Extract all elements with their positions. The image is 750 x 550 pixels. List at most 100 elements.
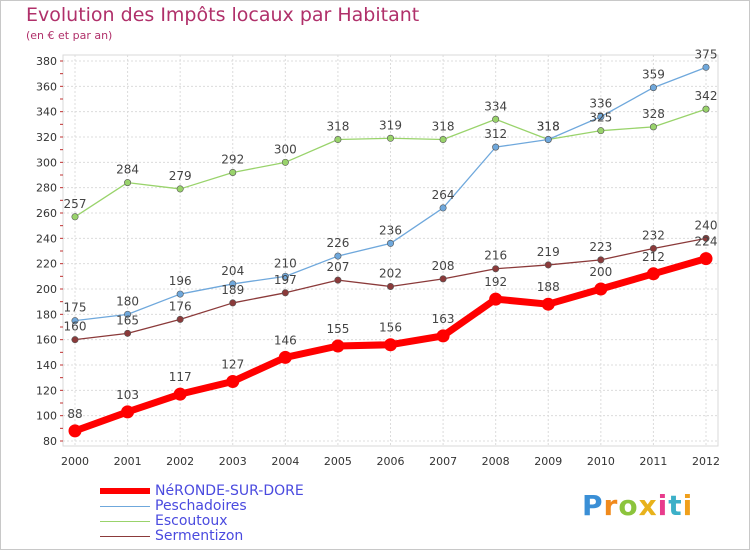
data-label-2: 328: [642, 107, 665, 121]
data-label-2: 279: [169, 169, 192, 183]
data-label-1: 175: [64, 301, 87, 315]
y-tick-label: 240: [36, 232, 57, 245]
logo-letter: i: [657, 489, 669, 522]
data-label-3: 197: [274, 273, 297, 287]
x-tick-label: 2011: [639, 455, 667, 468]
series-point-3: [229, 299, 237, 307]
x-tick-label: 2001: [114, 455, 142, 468]
series-point-3: [492, 265, 500, 273]
series-point-0: [384, 338, 397, 352]
series-point-2: [229, 168, 237, 176]
data-label-1: 210: [274, 256, 297, 270]
chart-title: Evolution des Impôts locaux par Habitant: [26, 4, 420, 26]
data-label-2: 318: [537, 120, 560, 134]
series-point-1: [439, 204, 447, 212]
data-label-0: 117: [169, 370, 192, 384]
y-tick-label: 120: [36, 384, 57, 397]
series-point-2: [597, 127, 605, 135]
x-tick-label: 2009: [534, 455, 562, 468]
legend-label-peschadoires: Peschadoires: [155, 498, 247, 514]
data-label-2: 257: [64, 197, 87, 211]
data-label-3: 207: [326, 260, 349, 274]
y-tick-label: 160: [36, 334, 57, 347]
x-tick-label: 2007: [429, 455, 457, 468]
series-point-0: [226, 374, 240, 388]
series-point-3: [124, 329, 132, 337]
x-tick-label: 2006: [377, 455, 405, 468]
y-tick-label: 380: [36, 55, 57, 68]
y-tick-label: 360: [36, 80, 57, 93]
series-point-1: [229, 280, 237, 288]
data-label-1: 359: [642, 68, 665, 82]
y-tick-label: 340: [36, 106, 57, 119]
data-label-0: 127: [221, 357, 244, 371]
series-point-3: [649, 244, 657, 252]
series-point-2: [492, 115, 500, 123]
data-label-1: 226: [326, 236, 349, 250]
series-point-2: [176, 185, 184, 193]
series-point-3: [544, 261, 552, 269]
series-point-3: [702, 234, 710, 242]
legend-item-sermentizon: Sermentizon: [100, 528, 400, 544]
series-point-1: [124, 310, 132, 318]
series-point-3: [334, 276, 342, 284]
legend-item-escoutoux: Escoutoux: [100, 513, 400, 529]
data-label-1: 312: [484, 127, 507, 141]
data-label-2: 292: [221, 152, 244, 166]
data-label-2: 319: [379, 118, 402, 132]
data-label-3: 189: [221, 283, 244, 297]
logo-letter: x: [638, 489, 658, 522]
series-point-0: [594, 282, 608, 296]
chart-subtitle: (en € et par an): [26, 29, 113, 42]
series-point-2: [439, 136, 447, 144]
series-point-0: [331, 339, 345, 353]
logo-letter: r: [603, 489, 619, 522]
series-point-3: [281, 289, 289, 297]
data-label-3: 160: [64, 320, 87, 334]
series-point-1: [71, 317, 79, 325]
legend-item-peschadoires: Peschadoires: [100, 498, 400, 514]
legend-label-sermentizon: Sermentizon: [155, 528, 244, 544]
legend-swatch-escoutoux: [100, 521, 150, 522]
proxiti-logo: Proxiti: [582, 489, 693, 522]
series-point-1: [702, 63, 710, 71]
data-label-1: 336: [589, 97, 612, 111]
y-tick-label: 200: [36, 283, 57, 296]
data-label-0: 156: [379, 321, 402, 335]
x-tick-label: 2003: [219, 455, 247, 468]
legend-item-neronde: NéRONDE-SUR-DORE: [100, 483, 400, 499]
data-label-2: 342: [695, 89, 718, 103]
data-label-0: 155: [326, 322, 349, 336]
data-label-3: 202: [379, 266, 402, 280]
logo-letter: t: [668, 489, 683, 522]
series-point-0: [278, 350, 292, 364]
legend: NéRONDE-SUR-DORE Peschadoires Escoutoux …: [100, 483, 400, 544]
logo-letter: i: [682, 489, 694, 522]
data-label-3: 223: [589, 240, 612, 254]
data-label-3: 232: [642, 228, 665, 242]
legend-swatch-neronde: [100, 488, 150, 494]
data-label-1: 180: [116, 294, 139, 308]
data-label-1: 204: [221, 264, 244, 278]
data-label-3: 240: [695, 218, 718, 232]
y-tick-label: 260: [36, 207, 57, 220]
data-label-2: 318: [432, 120, 455, 134]
data-label-0: 163: [432, 312, 455, 326]
legend-label-neronde: NéRONDE-SUR-DORE: [155, 483, 304, 499]
data-label-0: 192: [484, 275, 507, 289]
legend-swatch-peschadoires: [100, 506, 150, 507]
series-point-0: [699, 252, 713, 266]
data-label-2: 284: [116, 163, 139, 177]
y-tick-label: 180: [36, 308, 57, 321]
series-point-1: [649, 84, 657, 92]
series-point-3: [176, 315, 184, 323]
data-label-1: 236: [379, 223, 402, 237]
y-tick-label: 300: [36, 156, 57, 169]
x-tick-label: 2005: [324, 455, 352, 468]
series-point-0: [646, 267, 660, 281]
x-tick-label: 2004: [271, 455, 299, 468]
series-point-1: [281, 272, 289, 280]
data-label-0: 103: [116, 388, 139, 402]
y-tick-label: 80: [43, 435, 57, 448]
